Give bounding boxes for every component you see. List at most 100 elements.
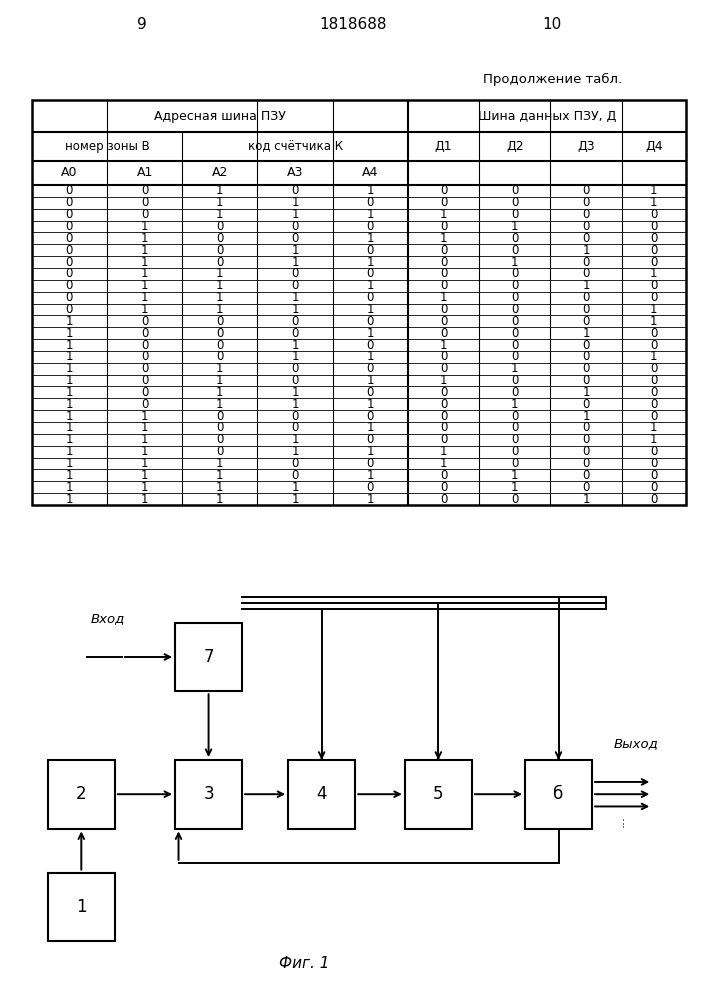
Text: 1: 1 [66,481,73,494]
Text: 1: 1 [216,279,223,292]
Text: 1: 1 [141,279,148,292]
Text: 1: 1 [141,410,148,423]
Text: Адресная шина ПЗУ: Адресная шина ПЗУ [154,110,286,123]
Text: 0: 0 [650,327,658,340]
Text: 1: 1 [583,279,590,292]
Text: 0: 0 [291,362,299,375]
Text: 0: 0 [511,291,518,304]
Text: 0: 0 [650,339,658,352]
Text: 0: 0 [141,315,148,328]
Text: 0: 0 [511,339,518,352]
Text: 1: 1 [66,386,73,399]
Text: 0: 0 [366,457,374,470]
Text: 1: 1 [366,232,374,245]
Text: 0: 0 [583,362,590,375]
Text: 1: 1 [141,469,148,482]
Text: Д4: Д4 [645,140,662,153]
Text: 1: 1 [66,457,73,470]
Text: 0: 0 [366,339,374,352]
Text: 0: 0 [511,315,518,328]
Text: 1: 1 [291,196,299,209]
Text: 0: 0 [511,433,518,446]
Text: 0: 0 [66,196,73,209]
Text: 0: 0 [650,208,658,221]
Text: 1: 1 [291,208,299,221]
Text: 1: 1 [141,433,148,446]
Text: 0: 0 [141,196,148,209]
Text: 1: 1 [583,493,590,506]
Text: 0: 0 [583,445,590,458]
Text: 0: 0 [440,398,448,411]
Bar [48,760,115,828]
Text: 1: 1 [216,303,223,316]
Text: Продолжение табл.: Продолжение табл. [483,72,622,86]
Text: 1: 1 [511,256,518,269]
Text: 0: 0 [440,469,448,482]
Text: 5: 5 [433,785,443,803]
Text: ...: ... [614,815,627,827]
Text: 1: 1 [66,469,73,482]
Text: 0: 0 [291,267,299,280]
Text: 1: 1 [440,445,448,458]
Text: б: б [554,785,563,803]
Text: 0: 0 [216,315,223,328]
Text: Шина данных ПЗУ, Д: Шина данных ПЗУ, Д [478,110,616,123]
Text: 0: 0 [650,457,658,470]
Text: 0: 0 [583,315,590,328]
Text: 0: 0 [583,374,590,387]
Text: 1: 1 [66,327,73,340]
Text: 1: 1 [141,244,148,257]
Text: 0: 0 [291,374,299,387]
Text: 10: 10 [542,17,561,32]
Text: 0: 0 [291,457,299,470]
Text: 0: 0 [583,291,590,304]
Bar [175,760,242,828]
Text: 1: 1 [141,232,148,245]
Text: 0: 0 [291,469,299,482]
Text: 0: 0 [440,256,448,269]
Text: 0: 0 [511,445,518,458]
Text: 0: 0 [366,433,374,446]
Text: 0: 0 [291,232,299,245]
Text: Д1: Д1 [435,140,452,153]
Text: 0: 0 [511,196,518,209]
Text: 0: 0 [366,481,374,494]
Text: 1: 1 [291,339,299,352]
Text: 0: 0 [583,184,590,197]
Text: 1: 1 [366,374,374,387]
Text: 0: 0 [511,244,518,257]
Text: 0: 0 [650,220,658,233]
Text: 0: 0 [66,291,73,304]
Text: 0: 0 [511,493,518,506]
Text: 0: 0 [366,410,374,423]
Text: 1: 1 [650,196,658,209]
Text: 1: 1 [76,898,87,916]
Text: 0: 0 [366,244,374,257]
Text: 2: 2 [76,785,87,803]
Text: 0: 0 [511,386,518,399]
Text: 0: 0 [440,433,448,446]
Text: 0: 0 [511,327,518,340]
Text: 1: 1 [66,315,73,328]
Text: 0: 0 [440,315,448,328]
Text: 1: 1 [291,433,299,446]
Text: 1: 1 [366,445,374,458]
Text: 0: 0 [650,493,658,506]
Text: 1: 1 [511,481,518,494]
Text: 0: 0 [650,398,658,411]
Text: 0: 0 [583,481,590,494]
Text: 1: 1 [66,339,73,352]
Text: А3: А3 [287,166,303,179]
Text: 0: 0 [66,303,73,316]
Text: 0: 0 [583,232,590,245]
Text: 0: 0 [291,327,299,340]
Text: 1: 1 [141,303,148,316]
Text: 1: 1 [141,481,148,494]
Text: 0: 0 [216,350,223,363]
Text: 1: 1 [66,398,73,411]
Text: 0: 0 [141,327,148,340]
Text: А1: А1 [136,166,153,179]
Text: 4: 4 [317,785,327,803]
Text: 1: 1 [366,398,374,411]
Text: 1: 1 [440,232,448,245]
